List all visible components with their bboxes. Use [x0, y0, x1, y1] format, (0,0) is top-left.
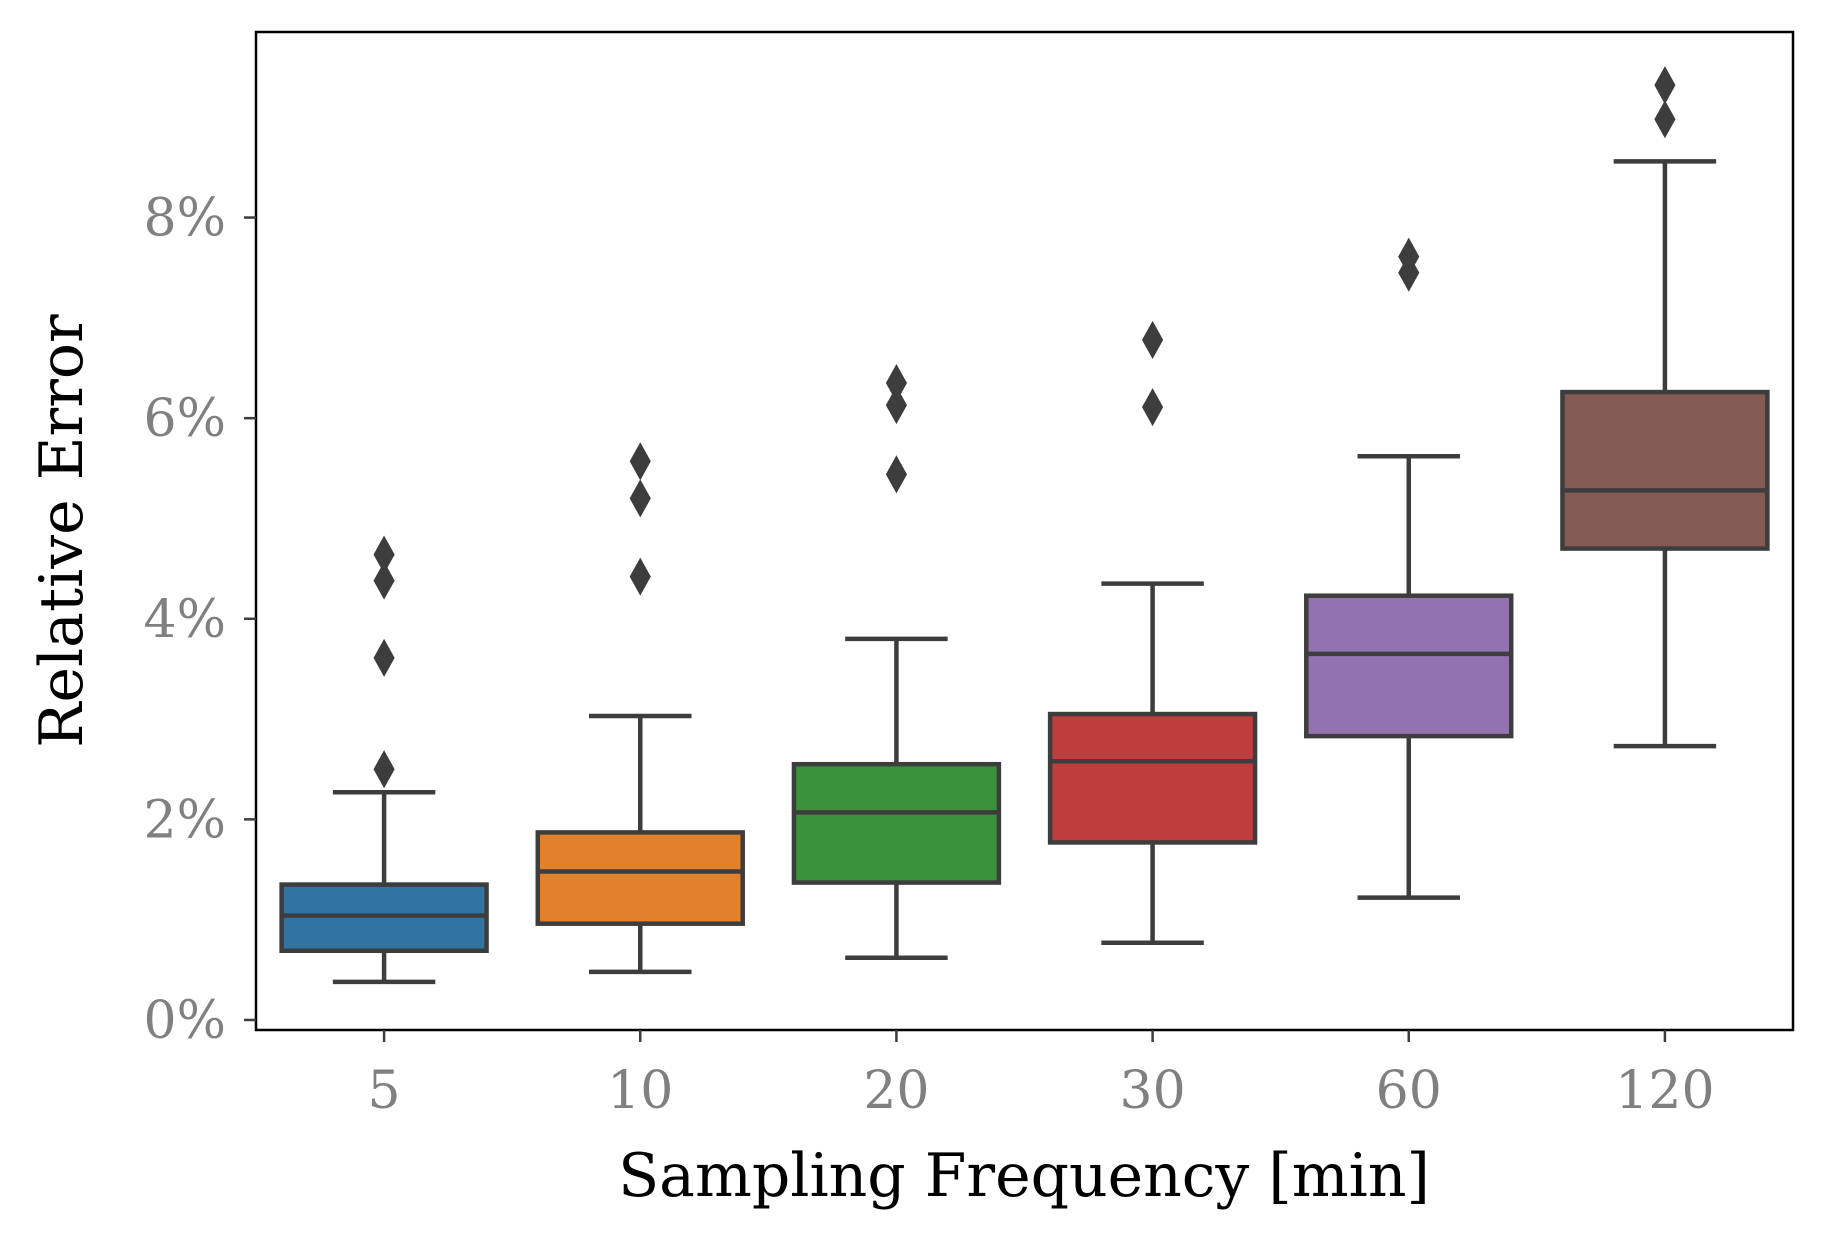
outlier-120-0: [1654, 66, 1676, 105]
box-group-30: [1047, 320, 1258, 945]
y-axis-title: Relative Error: [27, 314, 97, 748]
outlier-10-0: [629, 442, 651, 481]
x-tick-label-5: 5: [368, 1061, 401, 1121]
plot-frame: [254, 30, 1795, 1032]
x-tick-label-30: 30: [1119, 1061, 1185, 1121]
y-tick-label-2: 4%: [144, 590, 227, 650]
outlier-30-1: [1142, 388, 1164, 427]
x-tick-label-60: 60: [1376, 1061, 1442, 1121]
outlier-120-1: [1654, 100, 1676, 139]
y-tick-label-3: 6%: [144, 389, 227, 449]
x-axis: 5 10 20 30 60 120: [368, 1030, 1715, 1121]
box-group-20: [791, 364, 1002, 961]
outlier-10-2: [629, 557, 651, 596]
x-tick-label-20: 20: [863, 1061, 929, 1121]
box-20: [791, 761, 1002, 885]
x-tick-label-120: 120: [1615, 1061, 1714, 1121]
outlier-5-1: [373, 561, 395, 600]
box-60: [1304, 593, 1514, 739]
y-tick-label-4: 8%: [144, 189, 227, 249]
box-10: [535, 830, 745, 926]
x-tick-label-10: 10: [607, 1061, 673, 1121]
y-axis: 0% 2% 4% 6% 8%: [144, 189, 256, 1051]
x-axis-title: Sampling Frequency [min]: [618, 1141, 1430, 1211]
outlier-60-1: [1398, 253, 1420, 292]
boxes-layer: [279, 66, 1770, 985]
outlier-20-1: [885, 386, 907, 425]
outlier-10-1: [629, 479, 651, 518]
outlier-20-2: [885, 455, 907, 494]
y-tick-label-1: 2%: [144, 790, 227, 850]
outlier-5-2: [373, 638, 395, 677]
box-group-5: [279, 535, 489, 985]
box-group-10: [535, 442, 745, 975]
box-30: [1047, 711, 1258, 845]
y-tick-label-0: 0%: [144, 991, 227, 1051]
box-group-120: [1560, 66, 1770, 749]
outlier-30-0: [1142, 320, 1164, 359]
box-group-60: [1304, 237, 1514, 900]
box-120: [1560, 389, 1770, 551]
outlier-5-3: [373, 750, 395, 789]
